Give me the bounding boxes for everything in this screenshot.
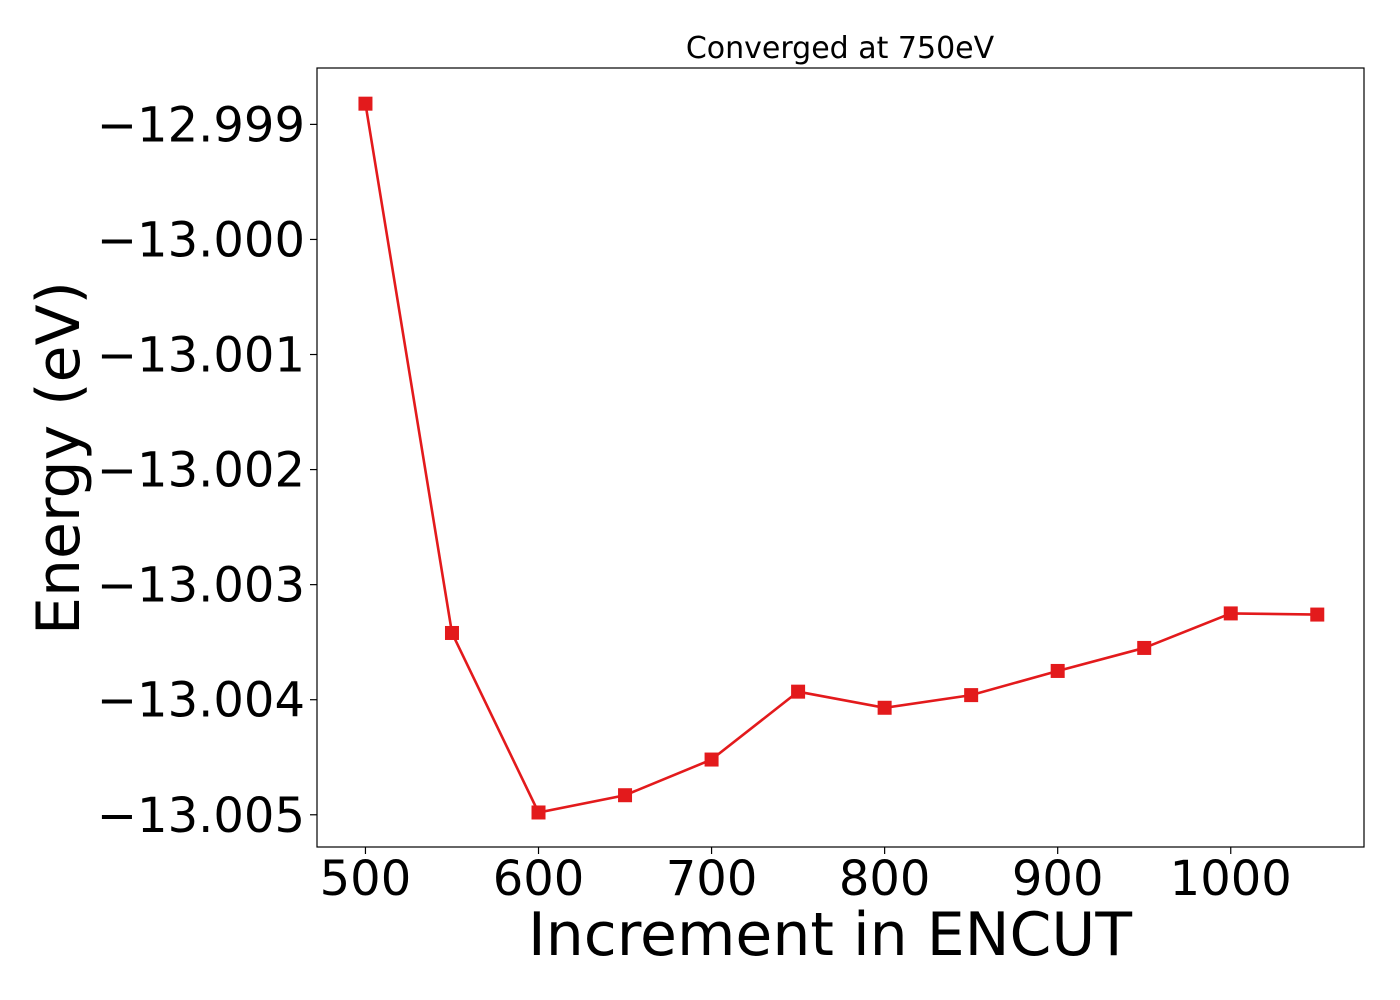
x-tick-label: 700: [666, 851, 758, 907]
y-tick-label: −13.001: [97, 328, 305, 384]
x-axis-label: Increment in ENCUT: [528, 900, 1132, 970]
y-tick-label: −12.999: [97, 97, 305, 153]
y-tick-label: −13.005: [97, 788, 305, 844]
data-point-marker: [531, 805, 546, 820]
y-tick-label: −13.003: [97, 558, 305, 614]
chart-title: Converged at 750eV: [686, 31, 995, 66]
data-point-marker: [1050, 663, 1065, 678]
data-point-marker: [618, 788, 633, 803]
data-point-marker: [1310, 607, 1325, 622]
x-tick-label: 1000: [1170, 851, 1292, 907]
data-point-marker: [791, 684, 806, 699]
series-line: [364, 103, 1318, 814]
data-point-marker: [358, 96, 373, 111]
x-tick-label: 600: [493, 851, 585, 907]
x-tick-label: 800: [839, 851, 931, 907]
y-tick-label: −13.002: [97, 443, 305, 499]
plot-frame: [316, 67, 1365, 848]
data-point-marker: [877, 700, 892, 715]
data-point-marker: [1137, 640, 1152, 655]
data-point-marker: [704, 752, 719, 767]
data-series: [358, 96, 1325, 820]
y-axis-label: Energy (eV): [24, 281, 94, 635]
x-tick-label: 500: [320, 851, 412, 907]
data-point-marker: [1223, 606, 1238, 621]
x-tick-label: 900: [1012, 851, 1104, 907]
y-tick-label: −13.004: [97, 673, 305, 729]
axis-ticks: 500 600 700 800 900 1000 −12.999 −13.000 −13.001…: [97, 97, 1292, 907]
data-point-marker: [444, 625, 459, 640]
y-tick-label: −13.000: [97, 212, 305, 268]
data-point-marker: [964, 688, 979, 703]
